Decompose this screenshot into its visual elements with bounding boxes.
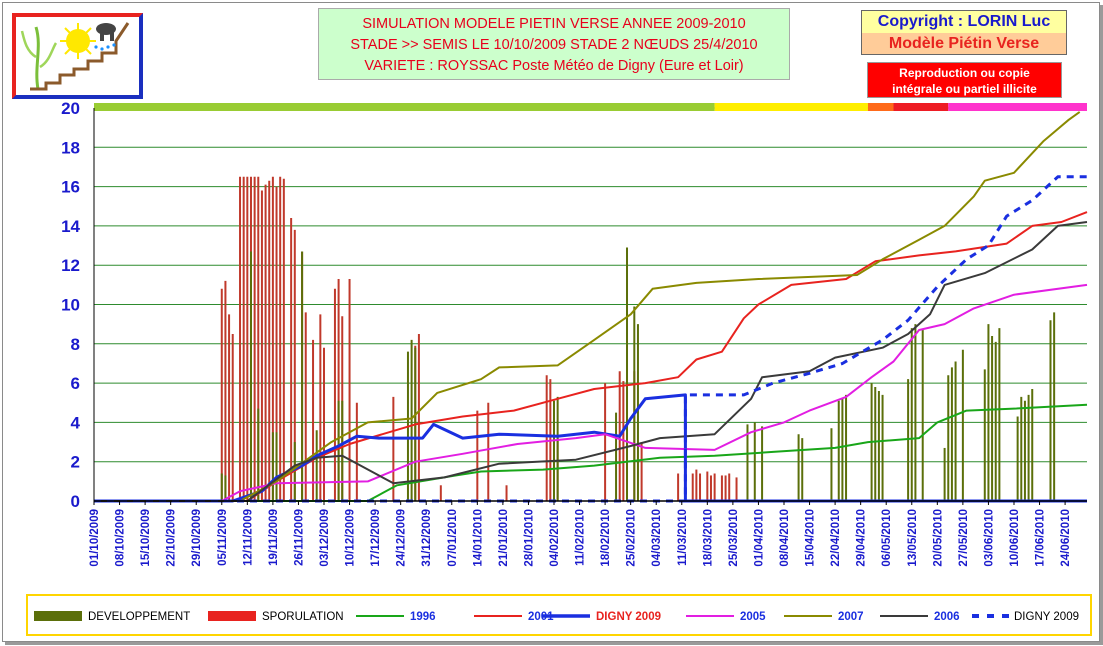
- series-line: [94, 111, 1081, 502]
- legend-label: 2007: [838, 611, 864, 623]
- x-tick-label: 04/03/2010: [651, 509, 663, 567]
- x-tick-label: 18/02/2010: [600, 509, 612, 567]
- y-tick-label: 12: [61, 256, 80, 275]
- x-tick-label: 10/06/2010: [1009, 509, 1021, 567]
- legend-label: DIGNY 2009: [1014, 611, 1079, 623]
- y-tick-label: 18: [61, 138, 80, 157]
- warning-box: Reproduction ou copie intégrale ou parti…: [867, 62, 1062, 98]
- x-tick-label: 15/10/2009: [140, 509, 152, 567]
- x-tick-label: 22/04/2010: [830, 509, 842, 567]
- legend-label: 2006: [934, 611, 960, 623]
- x-tick-label: 03/12/2009: [319, 509, 331, 567]
- y-tick-label: 8: [71, 335, 80, 354]
- x-tick-label: 07/01/2010: [447, 509, 459, 567]
- x-tick-label: 25/03/2010: [728, 509, 740, 567]
- x-tick-label: 11/02/2010: [575, 509, 587, 566]
- x-tick-label: 18/03/2010: [702, 509, 714, 567]
- title-line: SIMULATION MODELE PIETIN VERSE ANNEE 200…: [362, 16, 746, 32]
- x-tick-label: 20/05/2010: [932, 509, 944, 567]
- warning-line: intégrale ou partiel illicite: [892, 82, 1037, 96]
- legend: DEVELOPPEMENT SPORULATION 1996 2001 DIGNY 20…: [26, 594, 1092, 636]
- y-tick-label: 0: [71, 492, 80, 511]
- series-line: [94, 211, 1088, 502]
- legend-label: 1996: [410, 611, 436, 623]
- stage-band-segment: [867, 103, 894, 111]
- x-tick-label: 24/06/2010: [1060, 509, 1072, 567]
- x-tick-label: 11/03/2010: [677, 509, 689, 566]
- x-tick-label: 19/11/2009: [268, 509, 280, 566]
- x-tick-label: 04/02/2010: [549, 509, 561, 567]
- x-tick-label: 22/10/2009: [166, 509, 178, 567]
- model-name: Modèle Piétin Verse: [862, 33, 1066, 54]
- x-tick-label: 31/12/2009: [421, 509, 433, 567]
- x-tick-label: 15/04/2010: [805, 509, 817, 567]
- y-tick-label: 4: [71, 413, 81, 432]
- legend-swatch: [34, 611, 82, 621]
- logo: [12, 13, 143, 99]
- series-line: [94, 403, 1088, 502]
- y-tick-label: 20: [61, 99, 80, 118]
- x-tick-label: 26/11/2009: [293, 509, 305, 566]
- title-line: STADE >> SEMIS LE 10/10/2009 STADE 2 NŒU…: [350, 37, 758, 53]
- title-line: VARIETE : ROYSSAC Poste Météo de Digny (…: [364, 58, 744, 74]
- x-tick-label: 01/04/2010: [753, 509, 765, 567]
- copyright-text: Copyright : LORIN Luc: [862, 11, 1066, 33]
- y-tick-label: 10: [61, 296, 80, 315]
- legend-label: 2005: [740, 611, 766, 623]
- y-tick-label: 16: [61, 178, 80, 197]
- stage-band-segment: [893, 103, 949, 111]
- x-tick-label: 03/06/2010: [983, 509, 995, 567]
- x-tick-label: 10/12/2009: [345, 509, 357, 567]
- y-tick-label: 2: [71, 453, 80, 472]
- series-line: [94, 175, 1087, 503]
- x-tick-label: 27/05/2010: [958, 509, 970, 567]
- y-tick-label: 6: [71, 374, 80, 393]
- series-line: [94, 221, 1088, 502]
- chart-title-box: SIMULATION MODELE PIETIN VERSE ANNEE 200…: [318, 8, 790, 80]
- x-tick-label: 21/01/2010: [498, 509, 510, 567]
- x-tick-label: 06/05/2010: [881, 509, 893, 567]
- stage-band-segment: [948, 103, 1087, 111]
- warning-line: Reproduction ou copie: [899, 66, 1030, 80]
- x-tick-label: 13/05/2010: [907, 509, 919, 567]
- wheat-sun-logo-icon: [16, 17, 139, 95]
- legend-label: DIGNY 2009: [596, 611, 661, 623]
- stage-band-segment: [94, 103, 715, 111]
- x-tick-label: 12/11/2009: [242, 509, 254, 566]
- series-line: [94, 283, 1088, 502]
- legend-label: DEVELOPPEMENT: [88, 611, 190, 623]
- chart: 0 2 4 6 8 10 12 14 16 18 20 01/10/2009 08/10/2009 15/…: [61, 99, 1088, 567]
- y-tick-label: 14: [61, 217, 80, 236]
- legend-swatch: [208, 611, 256, 621]
- x-tick-label: 25/02/2010: [626, 509, 638, 567]
- stage-band-segment: [714, 103, 868, 111]
- x-tick-label: 14/01/2010: [472, 509, 484, 567]
- copyright-box: Copyright : LORIN Luc Modèle Piétin Vers…: [861, 10, 1067, 55]
- x-tick-label: 29/10/2009: [191, 509, 203, 567]
- x-tick-label: 05/11/2009: [217, 509, 229, 566]
- legend-label: SPORULATION: [262, 611, 344, 623]
- legend-label: 2001: [528, 611, 554, 623]
- x-tick-label: 28/01/2010: [523, 509, 535, 567]
- legend-svg: DEVELOPPEMENT SPORULATION 1996 2001 DIGNY 20…: [34, 611, 1079, 623]
- x-tick-label: 01/10/2009: [89, 509, 101, 567]
- x-tick-label: 24/12/2009: [396, 509, 408, 567]
- x-tick-label: 08/04/2010: [779, 509, 791, 567]
- x-tick-label: 08/10/2009: [115, 509, 127, 567]
- x-tick-label: 17/12/2009: [370, 509, 382, 567]
- x-tick-label: 29/04/2010: [856, 509, 868, 567]
- x-tick-label: 17/06/2010: [1035, 509, 1047, 567]
